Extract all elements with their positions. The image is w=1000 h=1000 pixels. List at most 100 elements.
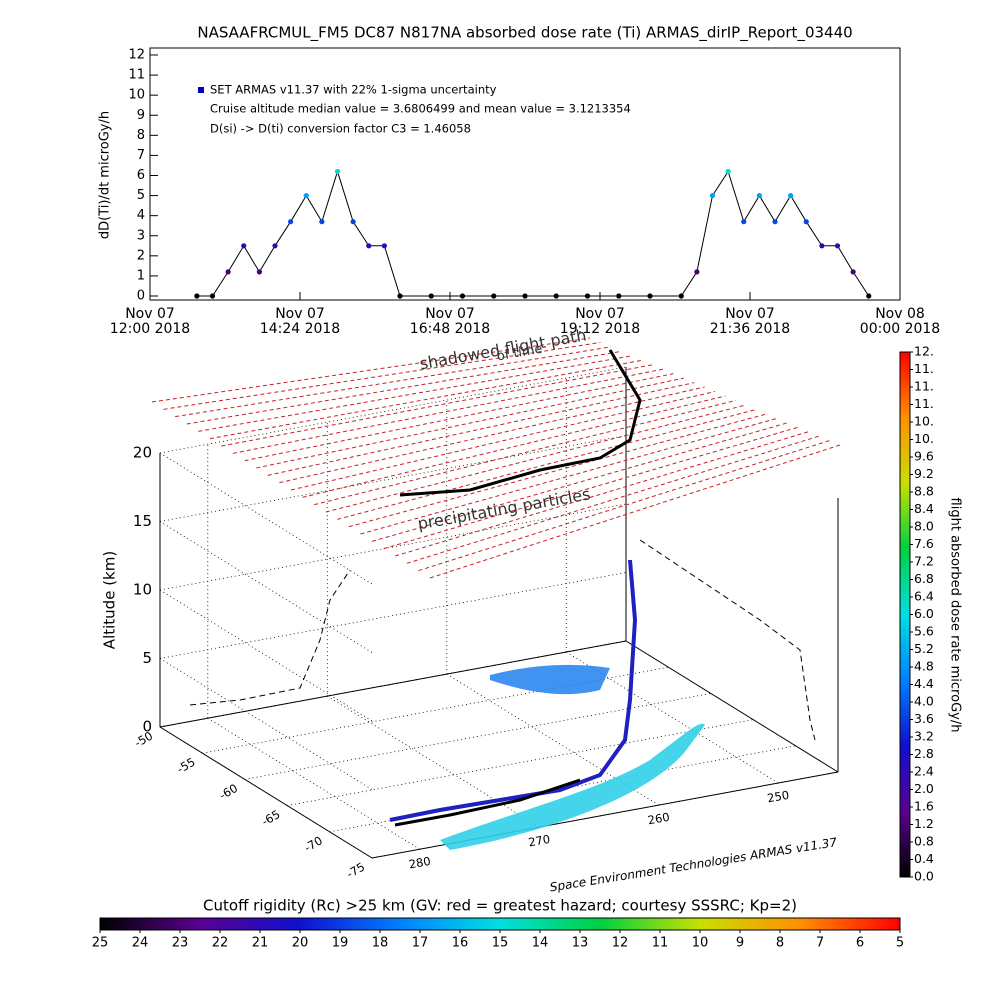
- colorbar-tick-label: 10.: [914, 414, 934, 429]
- grid-line: [159, 366, 627, 454]
- x-tick-label: 14:24 2018: [260, 321, 340, 337]
- chart-title: NASAAFRCMUL_FM5 DC87 N817NA absorbed dos…: [197, 24, 852, 43]
- data-point: [616, 293, 622, 299]
- data-point: [381, 243, 387, 249]
- x-tick-label: 280: [408, 854, 432, 872]
- grid-line: [159, 726, 373, 859]
- legend-label: SET ARMAS v11.37 with 22% 1-sigma uncert…: [210, 83, 497, 97]
- particle-plane-line: [163, 341, 601, 410]
- grid-line: [371, 771, 839, 859]
- x-tick-label: 16:48 2018: [410, 321, 490, 337]
- data-point: [866, 293, 872, 299]
- data-point: [850, 269, 856, 275]
- y-tick-label: 1: [137, 268, 145, 283]
- shadow-region: [490, 664, 610, 695]
- axis-edge: [625, 640, 839, 773]
- y-tick-label: 12: [128, 48, 145, 63]
- colorbar-tick-label: 2.4: [914, 764, 934, 779]
- data-point: [788, 192, 794, 199]
- grid-line: [566, 651, 779, 784]
- particle-plane-line: [348, 413, 768, 528]
- particle-plane-line: [371, 422, 789, 542]
- data-point: [272, 243, 278, 249]
- particle-plane-line: [221, 364, 653, 447]
- particle-plane-line: [337, 408, 757, 520]
- data-point: [350, 219, 356, 225]
- y-tick-label: 11: [128, 68, 145, 83]
- colorbar-tick-label: 5: [896, 936, 904, 951]
- z-tick-label: 20: [133, 444, 152, 462]
- colorbar-tick-label: 12: [612, 936, 629, 951]
- colorbar-tick-label: 4.4: [914, 676, 934, 691]
- y-tick-label: 2: [137, 248, 145, 263]
- particle-plane-line: [186, 350, 622, 425]
- data-point: [241, 243, 247, 249]
- colorbar: [899, 351, 911, 878]
- grid-line: [159, 658, 373, 790]
- colorbar-tick-label: 24: [132, 936, 149, 951]
- z-axis-title: Altitude (km): [101, 551, 119, 649]
- colorbar-tick-label: 1.2: [914, 816, 934, 831]
- particle-plane-line: [360, 417, 778, 535]
- data-point: [491, 293, 497, 299]
- colorbar-tick-label: 12.: [914, 344, 934, 359]
- y-tick-label: 9: [137, 108, 145, 123]
- grid-line: [202, 666, 669, 754]
- x-tick-label: 270: [527, 832, 551, 850]
- colorbar-tick-label: 3.2: [914, 729, 934, 744]
- data-point: [319, 219, 325, 225]
- x-tick-label: Nov 07: [575, 306, 625, 322]
- data-point: [819, 243, 825, 249]
- colorbar: [99, 917, 901, 931]
- colorbar-tick-label: 22: [212, 936, 229, 951]
- data-point: [756, 192, 762, 199]
- z-tick-label: 10: [133, 581, 152, 599]
- particle-plane-line: [198, 355, 632, 432]
- data-point: [428, 293, 434, 299]
- colorbar-tick-label: 10: [692, 936, 709, 951]
- data-point: [194, 293, 200, 299]
- grid-line: [244, 693, 711, 780]
- annotation: D(si) -> D(ti) conversion factor C3 = 1.…: [210, 122, 471, 136]
- x-tick-label: Nov 07: [425, 306, 475, 322]
- data-point: [678, 293, 684, 299]
- colorbar-tick-label: 19: [332, 936, 349, 951]
- flight-path-projection: [189, 569, 351, 706]
- particle-plane-line: [325, 404, 747, 513]
- z-tick-label: 0: [142, 718, 152, 736]
- colorbar-tick-label: 0.8: [914, 834, 934, 849]
- grid-line: [159, 640, 627, 728]
- data-point: [459, 293, 466, 299]
- legend-swatch: [198, 87, 204, 93]
- x-tick-label: 19:12 2018: [560, 321, 640, 337]
- y-tick-label: 0: [137, 289, 145, 304]
- particle-plane-line: [290, 391, 716, 491]
- colorbar-tick-label: 4.8: [914, 659, 934, 674]
- grid-line: [207, 717, 421, 850]
- data-point: [209, 293, 216, 299]
- grid-line: [287, 719, 754, 806]
- x-tick-label: 260: [647, 810, 671, 828]
- colorbar-tick-label: 6.8: [914, 571, 934, 586]
- colorbar-tick-label: 5.6: [914, 624, 934, 639]
- grid-line: [159, 589, 373, 722]
- colorbar-tick-label: 14: [532, 936, 549, 951]
- data-point: [694, 269, 700, 275]
- colorbar-tick-label: 17: [412, 936, 429, 951]
- y-tick-label: 3: [137, 228, 145, 243]
- y-tick-label: 6: [137, 168, 145, 183]
- particle-plane-line: [418, 440, 830, 572]
- y-tick-label: 8: [137, 128, 145, 143]
- colorbar-tick-label: 21: [252, 936, 269, 951]
- particle-plane-line: [232, 368, 664, 454]
- grid-line: [159, 435, 627, 522]
- particle-plane-line: [429, 444, 841, 579]
- y-tick-label: 7: [137, 148, 145, 163]
- colorbar-tick-label: 16: [452, 936, 469, 951]
- colorbar-tick-label: 18: [372, 936, 389, 951]
- colorbar-tick-label: 11.: [914, 361, 934, 376]
- data-point: [303, 192, 309, 199]
- z-tick-label: 5: [142, 649, 152, 667]
- data-point: [709, 192, 716, 199]
- colorbar-tick-label: 0.4: [914, 851, 934, 866]
